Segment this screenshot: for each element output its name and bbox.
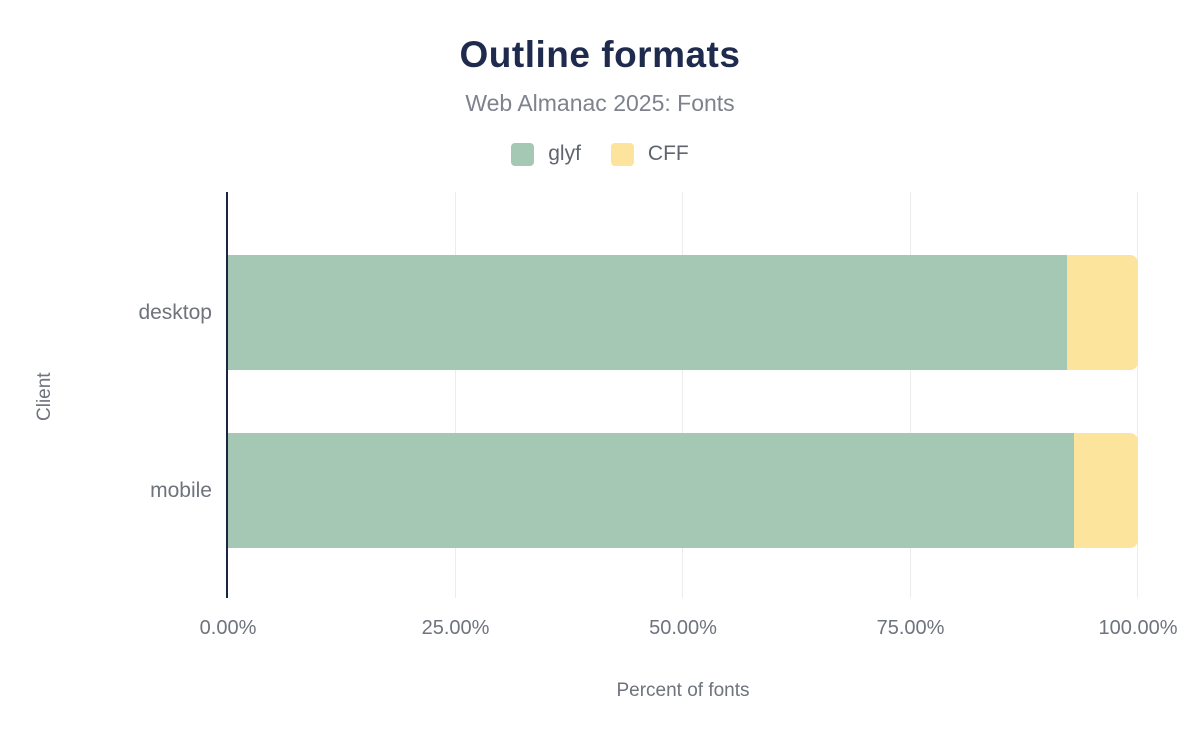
legend-swatch-CFF	[610, 142, 634, 166]
legend-item-glyf[interactable]: glyf	[511, 142, 581, 166]
plot-area	[226, 192, 1138, 598]
gridline-75	[909, 192, 911, 598]
legend-label-CFF: CFF	[647, 142, 689, 165]
legend-swatch-glyf	[511, 142, 535, 166]
y-axis-label-desktop: desktop	[138, 300, 212, 324]
bar-segment-mobile-glyf[interactable]	[228, 433, 1075, 548]
gridline-100	[1137, 192, 1138, 598]
bar-segment-desktop-glyf[interactable]	[228, 255, 1068, 370]
gridline-25	[454, 192, 456, 598]
x-axis-ticks: 0.00% 25.00% 50.00% 75.00% 100.00%	[200, 617, 1178, 643]
x-axis-title: Percent of fonts	[616, 680, 750, 701]
x-tick-label-25: 25.00%	[421, 617, 490, 639]
bar-desktop	[228, 255, 1138, 370]
chart-subtitle: Web Almanac 2025: Fonts	[465, 90, 735, 116]
x-tick-label-0: 0.00%	[199, 617, 257, 639]
legend-item-CFF[interactable]: CFF	[610, 142, 689, 166]
y-axis-labels: desktop mobile	[0, 192, 212, 598]
bar-segment-mobile-CFF[interactable]	[1074, 433, 1138, 548]
x-tick-label-100: 100.00%	[1098, 617, 1178, 639]
x-tick-label-50: 50.00%	[649, 617, 717, 639]
legend-label-glyf: glyf	[548, 142, 581, 165]
gridline-50	[682, 192, 683, 598]
bar-mobile	[228, 433, 1138, 548]
x-tick-label-75: 75.00%	[876, 617, 945, 639]
legend: glyf CFF	[0, 142, 1200, 166]
chart-title: Outline formats	[459, 34, 741, 75]
bar-segment-desktop-CFF[interactable]	[1067, 255, 1138, 370]
y-axis-label-mobile: mobile	[150, 478, 212, 502]
